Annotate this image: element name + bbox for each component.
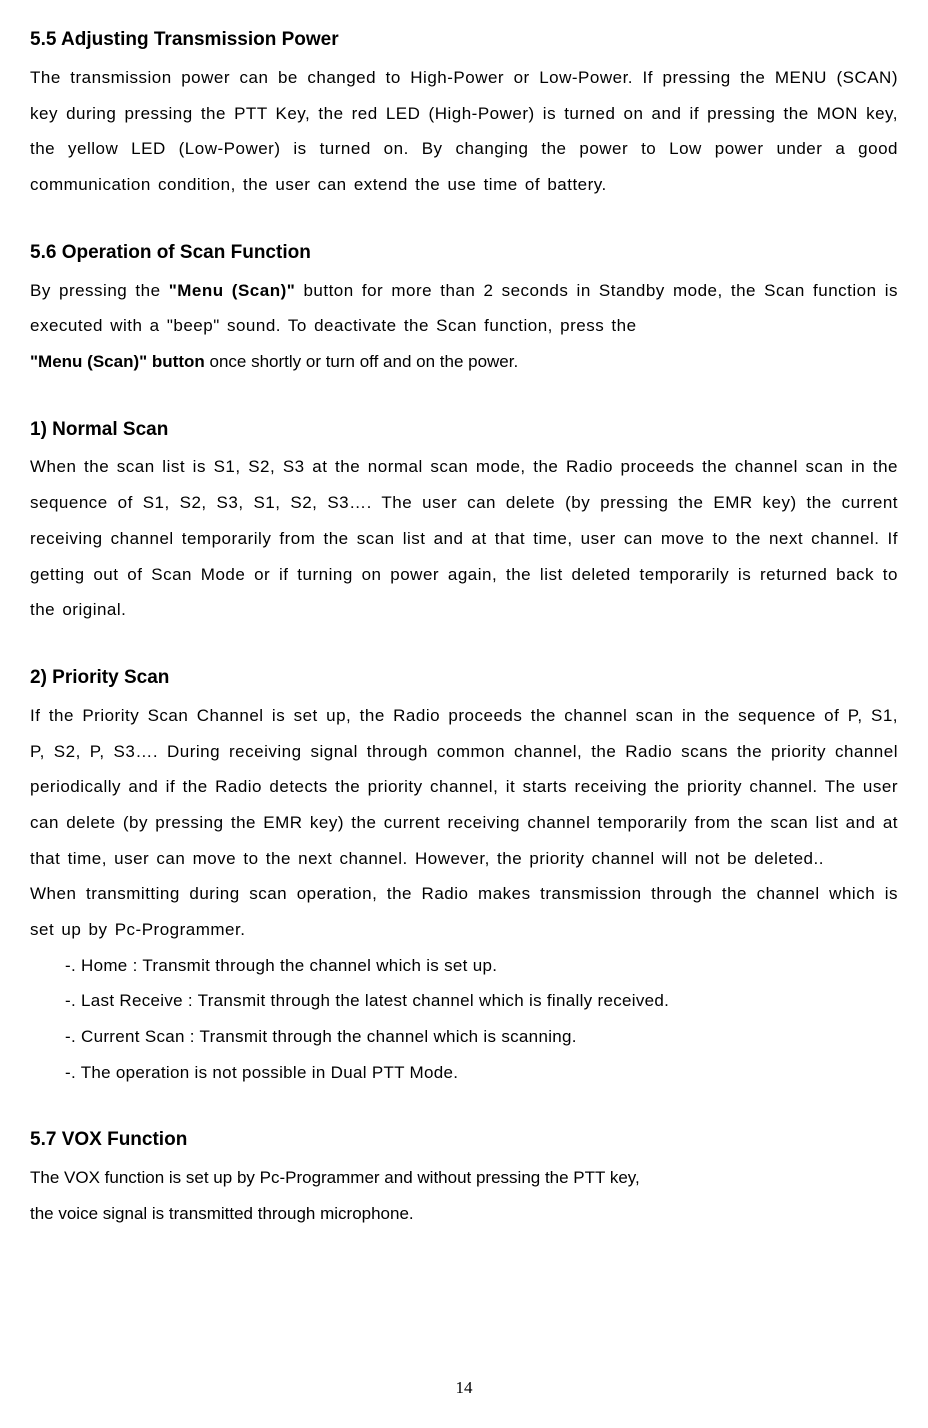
section-5-7-body-2: the voice signal is transmitted through … — [30, 1196, 898, 1232]
subsection-1-title: 1) Normal Scan — [30, 410, 898, 450]
subsection-1-body: When the scan list is S1, S2, S3 at the … — [30, 449, 898, 627]
page-number: 14 — [0, 1378, 928, 1398]
s56-text-3: once shortly or turn off and on the powe… — [205, 352, 518, 371]
section-5-7-body-1: The VOX function is set up by Pc-Program… — [30, 1160, 898, 1196]
section-5-6-title: 5.6 Operation of Scan Function — [30, 233, 898, 273]
subsection-2-body-1: If the Priority Scan Channel is set up, … — [30, 698, 898, 876]
section-5-6-body: By pressing the "Menu (Scan)" button for… — [30, 273, 898, 344]
subsection-2-body-2: When transmitting during scan operation,… — [30, 876, 898, 947]
section-5-5-title: 5.5 Adjusting Transmission Power — [30, 20, 898, 60]
subsection-2-title: 2) Priority Scan — [30, 658, 898, 698]
section-5-5-body: The transmission power can be changed to… — [30, 60, 898, 203]
list-item-last-receive: -. Last Receive : Transmit through the l… — [30, 983, 898, 1019]
section-5-7-title: 5.7 VOX Function — [30, 1120, 898, 1160]
s56-bold-2: "Menu (Scan)" button — [30, 352, 205, 371]
s56-text-1: By pressing the — [30, 281, 169, 300]
list-item-dual-ptt: -. The operation is not possible in Dual… — [30, 1055, 898, 1091]
section-5-6-body-line2: "Menu (Scan)" button once shortly or tur… — [30, 344, 898, 380]
s56-bold-1: "Menu (Scan)" — [169, 281, 296, 300]
document-content: 5.5 Adjusting Transmission Power The tra… — [30, 20, 898, 1232]
list-item-home: -. Home : Transmit through the channel w… — [30, 948, 898, 984]
list-item-current-scan: -. Current Scan : Transmit through the c… — [30, 1019, 898, 1055]
